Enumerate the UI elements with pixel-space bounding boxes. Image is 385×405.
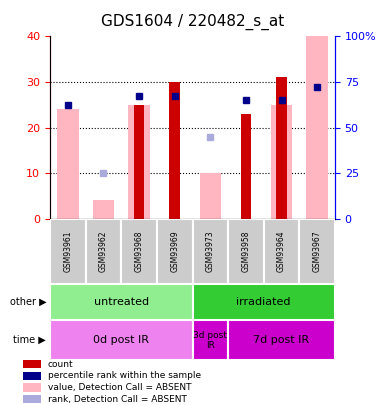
Text: GSM93967: GSM93967 <box>313 230 321 272</box>
Bar <box>23 372 41 380</box>
Bar <box>264 219 300 284</box>
Text: GDS1604 / 220482_s_at: GDS1604 / 220482_s_at <box>101 14 284 30</box>
Bar <box>241 114 251 219</box>
Text: time ▶: time ▶ <box>13 335 46 345</box>
Text: other ▶: other ▶ <box>10 297 46 307</box>
Bar <box>192 320 228 360</box>
Text: count: count <box>48 360 74 369</box>
Bar <box>271 105 292 219</box>
Text: GSM93961: GSM93961 <box>64 230 72 272</box>
Bar <box>50 219 85 284</box>
Bar <box>228 320 335 360</box>
Bar <box>93 200 114 219</box>
Text: untreated: untreated <box>94 297 149 307</box>
Text: value, Detection Call = ABSENT: value, Detection Call = ABSENT <box>48 383 191 392</box>
Bar <box>228 219 264 284</box>
Bar <box>57 109 79 219</box>
Bar <box>85 219 121 284</box>
Text: irradiated: irradiated <box>236 297 291 307</box>
Text: rank, Detection Call = ABSENT: rank, Detection Call = ABSENT <box>48 395 187 404</box>
Text: GSM93968: GSM93968 <box>135 230 144 272</box>
Bar <box>157 219 192 284</box>
Text: percentile rank within the sample: percentile rank within the sample <box>48 371 201 380</box>
Bar <box>199 173 221 219</box>
Text: GSM93964: GSM93964 <box>277 230 286 272</box>
Bar <box>121 219 157 284</box>
Text: GSM93958: GSM93958 <box>241 230 250 272</box>
Bar <box>192 284 335 320</box>
Text: GSM93969: GSM93969 <box>170 230 179 272</box>
Text: GSM93962: GSM93962 <box>99 230 108 272</box>
Bar <box>300 219 335 284</box>
Bar <box>276 77 287 219</box>
Bar <box>50 320 192 360</box>
Bar <box>23 360 41 369</box>
Bar <box>192 219 228 284</box>
Text: 0d post IR: 0d post IR <box>93 335 149 345</box>
Bar <box>134 105 144 219</box>
Bar <box>128 105 150 219</box>
Bar <box>23 384 41 392</box>
Bar <box>169 82 180 219</box>
Bar <box>23 395 41 403</box>
Text: GSM93973: GSM93973 <box>206 230 215 272</box>
Text: 7d post IR: 7d post IR <box>253 335 310 345</box>
Bar <box>50 284 192 320</box>
Text: 3d post
IR: 3d post IR <box>193 330 227 350</box>
Bar <box>306 36 328 219</box>
